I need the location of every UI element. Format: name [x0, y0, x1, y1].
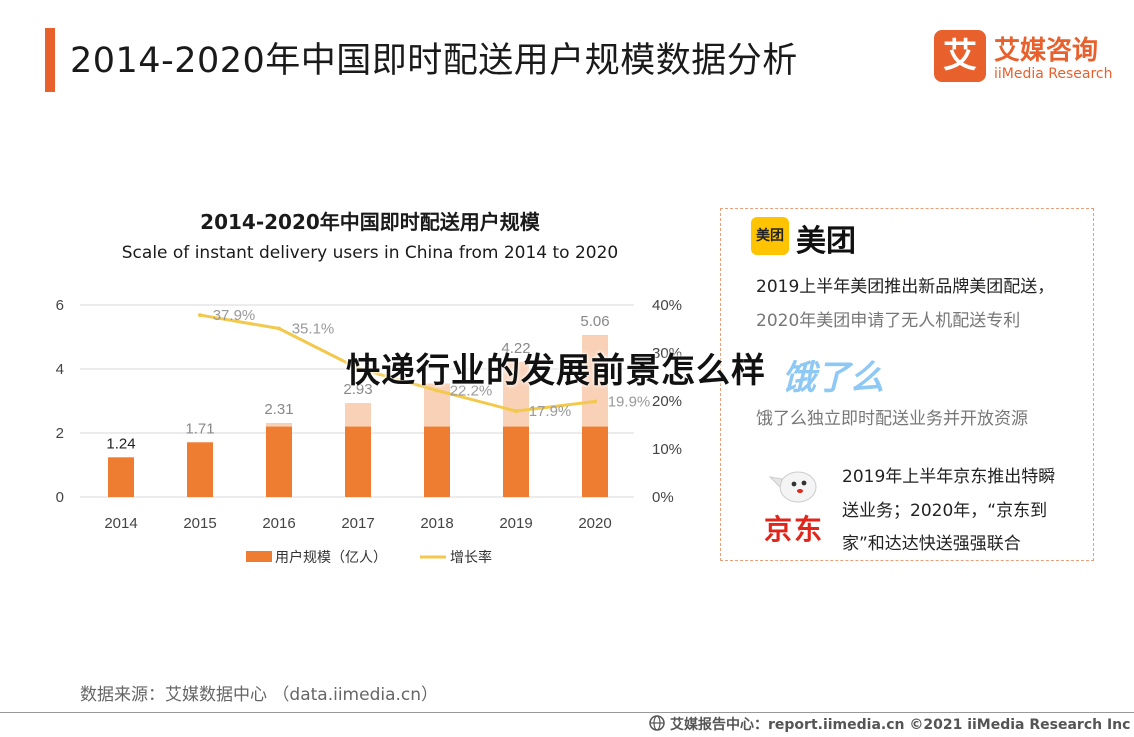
- growth-data-label: 19.9%: [608, 393, 651, 410]
- chart-subtitle: Scale of instant delivery users in China…: [121, 243, 619, 263]
- growth-data-label: 35.1%: [292, 321, 335, 338]
- bar-data-label: 1.71: [185, 420, 214, 437]
- globe-icon: [649, 715, 665, 731]
- meituan-name: 美团: [796, 224, 856, 259]
- meituan-logo: 美团: [751, 217, 789, 255]
- jd-text-2: 送业务；2020年，“京东到: [842, 501, 1048, 521]
- brand-name-en: iiMedia Research: [994, 66, 1113, 82]
- bar-fade: [266, 423, 292, 427]
- bar-fade: [345, 403, 371, 427]
- footer-divider: [0, 712, 1134, 713]
- bar-fade: [503, 361, 529, 427]
- chart-title: 2014-2020年中国即时配送用户规模: [200, 210, 540, 234]
- bar-data-label: 4.22: [501, 340, 530, 357]
- bar-fade: [582, 335, 608, 427]
- brand-logo: 艾 艾媒咨询 iiMedia Research: [934, 30, 1124, 86]
- y-left-tick-label: 6: [56, 297, 64, 314]
- y-right-tick-label: 40%: [652, 297, 682, 314]
- meituan-text-2: 2020年美团申请了无人机配送专利: [756, 311, 1021, 331]
- growth-data-label: 22.2%: [450, 382, 493, 399]
- bar-data-label: 2.93: [343, 381, 372, 398]
- x-tick-label: 2017: [341, 515, 374, 532]
- jd-text-3: 家”和达达快送强强联合: [842, 534, 1021, 554]
- jd-text-1: 2019年上半年京东推出特瞬: [842, 467, 1056, 487]
- growth-data-label: 17.9%: [529, 403, 572, 420]
- bar-data-label: 2.31: [264, 401, 293, 418]
- growth-point: [593, 399, 597, 404]
- overlay-headline: 快递行业的发展前景怎么样: [346, 351, 766, 391]
- page-title: 2014-2020年中国即时配送用户规模数据分析: [70, 41, 798, 81]
- x-tick-label: 2014: [104, 515, 137, 532]
- eleme-logo: 饿了么: [782, 358, 884, 398]
- y-right-tick-label: 30%: [652, 345, 682, 362]
- title-accent-bar: [45, 28, 55, 92]
- growth-point: [198, 313, 202, 318]
- y-left-tick-label: 4: [56, 361, 64, 378]
- eleme-text-1: 饿了么独立即时配送业务并开放资源: [756, 409, 1028, 429]
- meituan-text-1: 2019上半年美团推出新品牌美团配送，: [756, 277, 1055, 297]
- y-left-tick-label: 2: [56, 425, 64, 442]
- x-tick-label: 2018: [420, 515, 453, 532]
- bar: [108, 457, 134, 497]
- y-left-tick-label: 0: [56, 489, 64, 506]
- x-tick-label: 2016: [262, 515, 295, 532]
- growth-data-label: 37.9%: [213, 307, 256, 324]
- jd-name: 京东: [764, 513, 825, 546]
- bar-data-label: 5.06: [580, 313, 609, 330]
- brand-name-cn: 艾媒咨询: [994, 36, 1099, 66]
- x-tick-label: 2020: [578, 515, 611, 532]
- bar: [266, 423, 292, 497]
- bar-data-label: 1.24: [106, 435, 135, 452]
- legend-line-label: 增长率: [450, 549, 492, 565]
- legend-bar-swatch: [246, 551, 272, 562]
- growth-line: [199, 313, 596, 413]
- footer-text: 艾媒报告中心：report.iimedia.cn ©2021 iiMedia R…: [670, 717, 1131, 733]
- brand-logo-mark: 艾: [934, 30, 986, 82]
- info-panel: [720, 208, 1094, 561]
- y-right-tick-label: 10%: [652, 441, 682, 458]
- growth-point: [277, 326, 281, 331]
- y-right-tick-label: 0%: [652, 489, 674, 506]
- growth-point: [514, 409, 518, 414]
- bar: [187, 442, 213, 497]
- growth-point: [356, 366, 360, 371]
- jd-dog-icon: [768, 471, 817, 503]
- growth-point: [435, 388, 439, 393]
- x-tick-label: 2015: [183, 515, 216, 532]
- data-source: 数据来源：艾媒数据中心 （data.iimedia.cn）: [80, 685, 439, 705]
- legend-bar-label: 用户规模（亿人）: [275, 549, 387, 565]
- y-right-tick-label: 20%: [652, 393, 682, 410]
- x-tick-label: 2019: [499, 515, 532, 532]
